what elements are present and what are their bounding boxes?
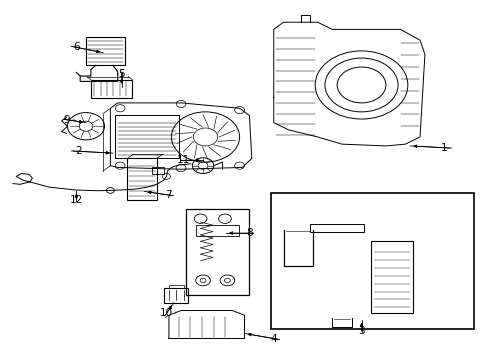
- Bar: [152, 167, 163, 174]
- Bar: [271, 193, 473, 329]
- Text: 5: 5: [118, 69, 124, 79]
- Bar: [91, 80, 132, 98]
- Text: 9: 9: [63, 115, 70, 125]
- Text: 4: 4: [270, 333, 277, 343]
- Text: 6: 6: [73, 42, 80, 52]
- Text: 10: 10: [160, 309, 173, 318]
- Bar: [115, 116, 178, 158]
- Text: 7: 7: [165, 190, 172, 200]
- Bar: [185, 209, 249, 295]
- Text: 11: 11: [177, 155, 190, 165]
- Text: 1: 1: [440, 143, 447, 153]
- Text: 3: 3: [358, 325, 364, 336]
- Bar: [86, 37, 125, 65]
- Bar: [127, 158, 157, 200]
- Bar: [195, 225, 238, 235]
- Text: 2: 2: [75, 146, 82, 156]
- Bar: [370, 241, 412, 313]
- Bar: [163, 288, 188, 303]
- Text: 12: 12: [69, 195, 83, 205]
- Text: 8: 8: [245, 228, 252, 238]
- Bar: [310, 224, 363, 232]
